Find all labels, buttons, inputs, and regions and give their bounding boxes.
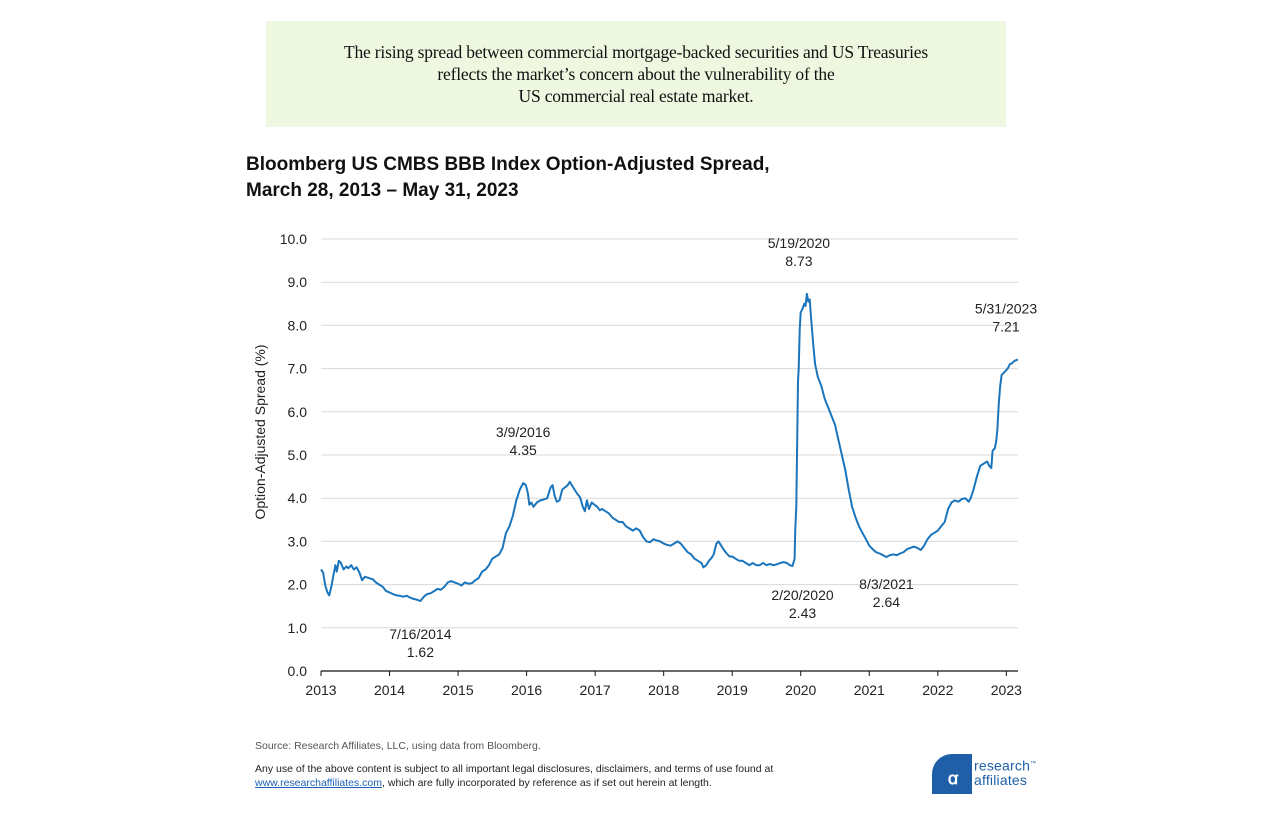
x-tick-label: 2016 — [511, 682, 542, 698]
disclaimer: Any use of the above content is subject … — [255, 762, 875, 790]
annotation-date: 8/3/2021 — [859, 576, 914, 592]
chart-title: Bloomberg US CMBS BBB Index Option-Adjus… — [246, 152, 770, 204]
annotation-value: 8.73 — [785, 253, 812, 269]
x-tick-label: 2022 — [922, 682, 953, 698]
y-tick-label: 3.0 — [288, 533, 308, 549]
y-tick-label: 10.0 — [280, 231, 307, 247]
logo-mark-icon: ꭤ — [932, 754, 972, 794]
annotation-value: 1.62 — [407, 644, 434, 660]
x-tick-label: 2013 — [305, 682, 336, 698]
annotation: 8/3/2021 2.64 — [859, 576, 914, 610]
x-tick-label: 2015 — [442, 682, 473, 698]
annotation-date: 7/16/2014 — [389, 626, 451, 642]
annotation-value: 2.64 — [873, 594, 900, 610]
summary-line-3: US commercial real estate market. — [518, 86, 754, 106]
summary-banner: The rising spread between commercial mor… — [266, 21, 1006, 127]
annotation-value: 2.43 — [789, 605, 816, 621]
annotation-date: 2/20/2020 — [771, 587, 833, 603]
source-note: Source: Research Affiliates, LLC, using … — [255, 740, 541, 752]
y-tick-label: 1.0 — [288, 620, 308, 636]
logo-line-1: research — [974, 757, 1031, 774]
logo-trademark: ™ — [1030, 761, 1037, 767]
chart-title-line-2: March 28, 2013 – May 31, 2023 — [246, 180, 519, 201]
annotation-value: 4.35 — [510, 442, 537, 458]
annotation-date: 3/9/2016 — [496, 424, 551, 440]
y-tick-label: 9.0 — [288, 274, 308, 290]
x-tick-label: 2018 — [648, 682, 679, 698]
annotation: 5/31/2023 7.21 — [975, 301, 1037, 335]
y-tick-label: 6.0 — [288, 404, 308, 420]
y-tick-label: 5.0 — [288, 447, 308, 463]
gridlines — [321, 238, 1018, 629]
y-tick-label: 4.0 — [288, 490, 308, 506]
x-axis: 2013 2014 2015 2016 2017 2018 2019 2020 2021 2022… — [305, 670, 1022, 698]
y-tick-label: 2.0 — [288, 577, 308, 593]
annotations: 7/16/2014 1.62 3/9/2016 4.35 2/20/2020 2.43 5/… — [389, 235, 1037, 660]
y-axis-label: Option-Adjusted Spread (%) — [252, 344, 268, 519]
x-tick-label: 2019 — [717, 682, 748, 698]
x-tick-label: 2014 — [374, 682, 405, 698]
x-tick-label: 2020 — [785, 682, 816, 698]
summary-line-1: The rising spread between commercial mor… — [344, 42, 928, 62]
disclaimer-text: Any use of the above content is subject … — [255, 763, 774, 775]
annotation: 2/20/2020 2.43 — [771, 587, 833, 621]
website-link[interactable]: www.researchaffiliates.com — [255, 777, 383, 789]
summary-line-2: reflects the market’s concern about the … — [437, 64, 835, 84]
research-affiliates-logo: ꭤ research™ affiliates — [932, 754, 1042, 794]
svg-text:ꭤ: ꭤ — [948, 769, 959, 788]
disclaimer-text-end: , which are fully incorporated by refere… — [382, 777, 712, 789]
x-tick-label: 2017 — [580, 682, 611, 698]
summary-text: The rising spread between commercial mor… — [344, 41, 928, 107]
series-line-cmbs-oas — [320, 292, 1019, 602]
x-tick-label: 2021 — [854, 682, 885, 698]
y-tick-label: 8.0 — [288, 317, 308, 333]
y-tick-label: 7.0 — [288, 361, 308, 377]
annotation: 7/16/2014 1.62 — [389, 626, 451, 660]
annotation: 5/19/2020 8.73 — [768, 235, 830, 269]
x-tick-label: 2023 — [991, 682, 1022, 698]
y-tick-label: 0.0 — [288, 663, 308, 679]
chart-title-line-1: Bloomberg US CMBS BBB Index Option-Adjus… — [246, 154, 770, 175]
y-axis-ticks: 0.0 1.0 2.0 3.0 4.0 5.0 6.0 7.0 8.0 9.0 10.0 — [280, 231, 307, 679]
annotation: 3/9/2016 4.35 — [496, 424, 551, 458]
annotation-value: 7.21 — [992, 319, 1019, 335]
logo-text: research™ affiliates — [974, 757, 1036, 787]
annotation-date: 5/19/2020 — [768, 235, 830, 251]
logo-line-2: affiliates — [974, 771, 1028, 788]
annotation-date: 5/31/2023 — [975, 301, 1037, 317]
